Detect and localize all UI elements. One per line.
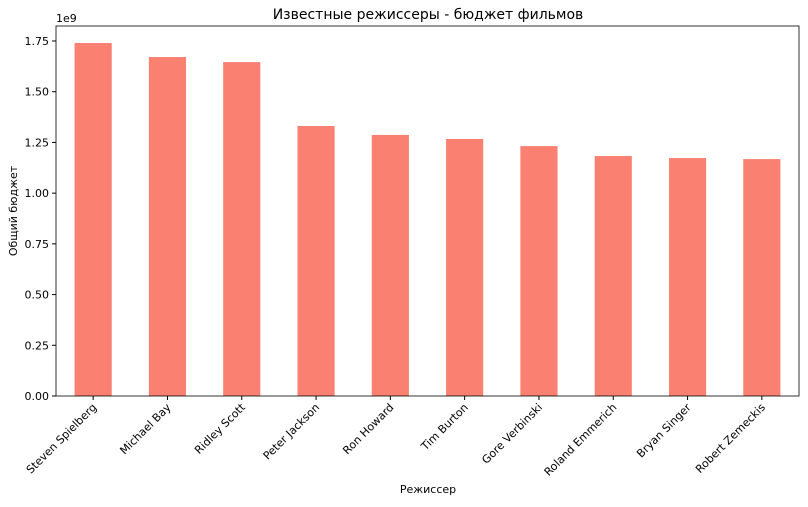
bar: [668, 158, 707, 396]
bar: [223, 62, 261, 397]
y-tick-label: 0.00: [25, 390, 50, 403]
bar: [74, 43, 112, 396]
y-tick-label: 1.25: [25, 136, 50, 149]
x-tick-label: Peter Jackson: [261, 401, 322, 462]
x-tick-label: Gore Verbinski: [479, 401, 545, 467]
bar: [520, 146, 558, 396]
x-tick-label: Roland Emmerich: [542, 401, 620, 479]
bar: [446, 138, 484, 396]
y-axis-label: Общий бюджет: [7, 165, 20, 256]
x-axis-label: Режиссер: [400, 483, 456, 496]
bar: [297, 126, 335, 396]
y-offset-label: 1e9: [56, 12, 77, 25]
x-tick-label: Bryan Singer: [634, 401, 694, 461]
x-tick-label: Robert Zemeckis: [693, 401, 768, 476]
bar: [371, 134, 409, 397]
plot-frame: [55, 25, 800, 397]
y-tick-label: 0.50: [25, 289, 50, 302]
x-tick-label: Steven Spielberg: [24, 401, 99, 476]
x-tick-label: Tim Burton: [418, 401, 471, 454]
bar: [743, 159, 781, 396]
x-tick-label: Michael Bay: [117, 401, 174, 458]
y-tick-label: 0.75: [25, 238, 50, 251]
y-tick-label: 1.00: [25, 187, 50, 200]
bar: [148, 57, 187, 396]
y-tick-label: 1.50: [25, 86, 50, 99]
x-tick-label: Ron Howard: [340, 401, 396, 457]
x-tick-label: Ridley Scott: [192, 400, 248, 456]
y-tick-label: 1.75: [25, 35, 50, 48]
bar: [594, 156, 632, 396]
chart-title: Известные режиссеры - бюджет фильмов: [273, 7, 584, 23]
y-tick-label: 0.25: [25, 339, 50, 352]
